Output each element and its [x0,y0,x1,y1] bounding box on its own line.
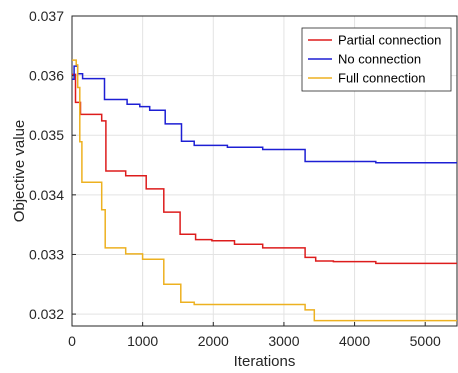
x-axis-label: Iterations [234,353,296,370]
y-axis-label: Objective value [11,120,28,223]
series-lines [72,59,457,322]
axis-ticks: 0 1000 2000 3000 4000 5000 0.032 0.033 0.034 0.03… [29,8,441,349]
plot-area-frame [71,15,458,327]
x-tick-label: 4000 [339,333,370,349]
legend-label: Full connection [338,71,425,86]
y-tick-label: 0.036 [29,68,64,84]
x-tick-label: 2000 [198,333,229,349]
y-tick-label: 0.034 [29,187,64,203]
legend-label: No connection [338,52,421,67]
legend: Partial connection No connection Full conn… [301,27,452,92]
series-line-3 [72,59,457,322]
x-tick-label: 0 [68,333,76,349]
x-tick-label: 1000 [127,333,158,349]
y-tick-label: 0.033 [29,246,64,262]
series-line-1 [72,73,457,265]
y-tick-label: 0.032 [29,306,64,322]
x-tick-label: 5000 [410,333,441,349]
y-tick-label: 0.035 [29,127,64,143]
x-tick-label: 3000 [268,333,299,349]
series-line-2 [72,65,457,164]
y-tick-label: 0.037 [29,8,64,24]
legend-label: Partial connection [338,33,441,48]
